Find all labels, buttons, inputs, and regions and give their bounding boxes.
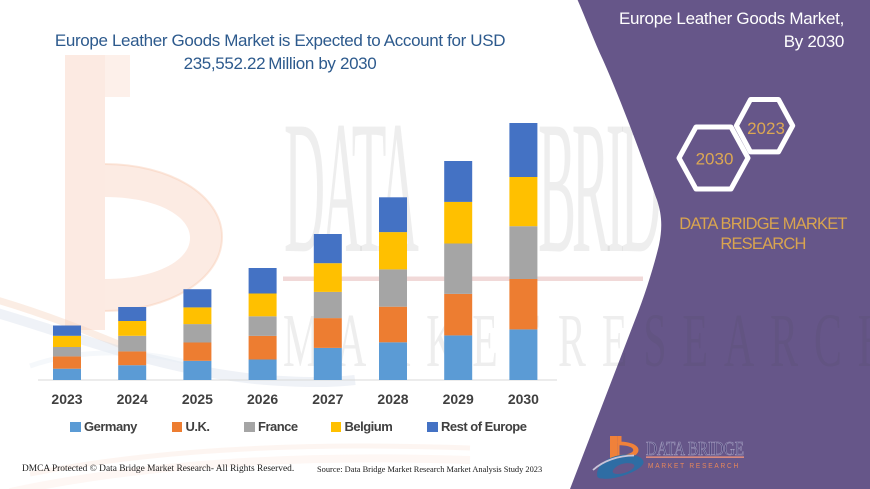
- svg-text:2023: 2023: [747, 119, 785, 138]
- svg-text:MARKET RESEARCH: MARKET RESEARCH: [648, 461, 740, 470]
- svg-text:2030: 2030: [696, 149, 734, 168]
- svg-text:DATA BRIDGE: DATA BRIDGE: [646, 439, 744, 460]
